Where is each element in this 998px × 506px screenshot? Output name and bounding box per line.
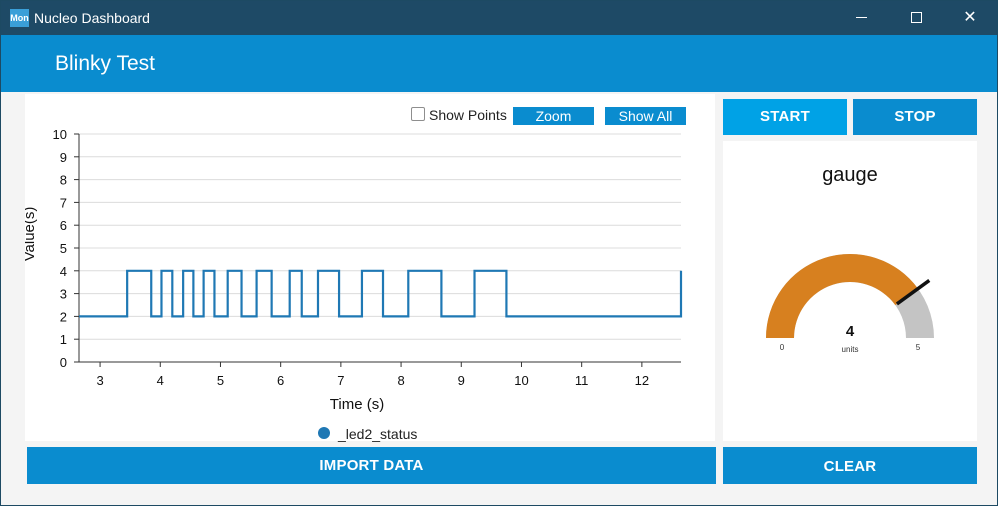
y-tick-labels: 0 1 2 3 4 5 6 7 8 9 10 [53, 127, 67, 370]
y-tick-label: 9 [60, 150, 67, 165]
y-tick-label: 3 [60, 287, 67, 302]
chart-gridlines [79, 133, 681, 340]
legend-marker[interactable] [318, 427, 330, 439]
title-bar[interactable]: Mon Nucleo Dashboard ✕ [1, 1, 997, 35]
y-axis-label: Value(s) [25, 207, 38, 262]
y-tick-label: 7 [60, 195, 67, 210]
minimize-icon [855, 17, 867, 19]
window-title: Nucleo Dashboard [34, 10, 150, 26]
chart-panel [25, 94, 715, 441]
x-tick-label: 8 [397, 373, 404, 388]
close-icon: ✕ [963, 9, 977, 26]
gauge-min-label: 0 [780, 343, 785, 352]
x-tick-label: 11 [575, 373, 589, 388]
page-header: Blinky Test [1, 35, 997, 92]
x-tick-label: 4 [157, 373, 164, 388]
import-data-button[interactable]: IMPORT DATA [27, 447, 716, 484]
series-line-led2-status [79, 269, 683, 318]
gauge-title: gauge [822, 164, 878, 186]
show-points-checkbox[interactable] [411, 107, 425, 121]
y-tick-label: 4 [60, 264, 67, 279]
y-tick-label: 5 [60, 241, 67, 256]
y-tick-label: 0 [60, 355, 67, 370]
x-axis-label: Time (s) [330, 396, 384, 413]
gauge-max-label: 5 [916, 343, 921, 352]
x-tick-label: 3 [96, 373, 103, 388]
x-tick-label: 10 [514, 373, 528, 388]
gauge-value: 4 [846, 323, 855, 340]
chart-series [79, 269, 683, 318]
y-tick-label: 2 [60, 309, 67, 324]
gauge-panel [723, 141, 977, 441]
gauge-needle [895, 278, 931, 306]
x-tick-label: 12 [635, 373, 649, 388]
x-tick-label: 5 [217, 373, 224, 388]
close-button[interactable]: ✕ [947, 1, 993, 35]
start-button[interactable]: START [723, 99, 847, 135]
stop-button[interactable]: STOP [853, 99, 977, 135]
y-tick-label: 1 [60, 332, 67, 347]
show-all-button[interactable]: Show All [605, 107, 686, 125]
y-tick-label: 10 [53, 127, 67, 142]
gauge-units: units [842, 345, 859, 354]
page-title: Blinky Test [55, 52, 155, 75]
x-tick-label: 9 [458, 373, 465, 388]
show-points-label[interactable]: Show Points [429, 107, 507, 123]
maximize-icon [910, 12, 922, 24]
zoom-button[interactable]: Zoom [513, 107, 594, 125]
maximize-button[interactable] [893, 1, 939, 35]
y-tick-label: 8 [60, 173, 67, 188]
x-tick-labels: 3 4 5 6 7 8 9 10 11 12 [96, 373, 649, 388]
clear-button[interactable]: CLEAR [723, 447, 977, 484]
gauge-fill [766, 253, 918, 338]
legend-label[interactable]: _led2_status [338, 426, 418, 442]
y-tick-label: 6 [60, 218, 67, 233]
chart-axes [74, 133, 681, 367]
gauge: 4 units 0 5 [766, 253, 934, 354]
x-tick-label: 7 [337, 373, 344, 388]
x-tick-label: 6 [277, 373, 284, 388]
app-icon: Mon [10, 9, 29, 27]
minimize-button[interactable] [838, 1, 884, 35]
